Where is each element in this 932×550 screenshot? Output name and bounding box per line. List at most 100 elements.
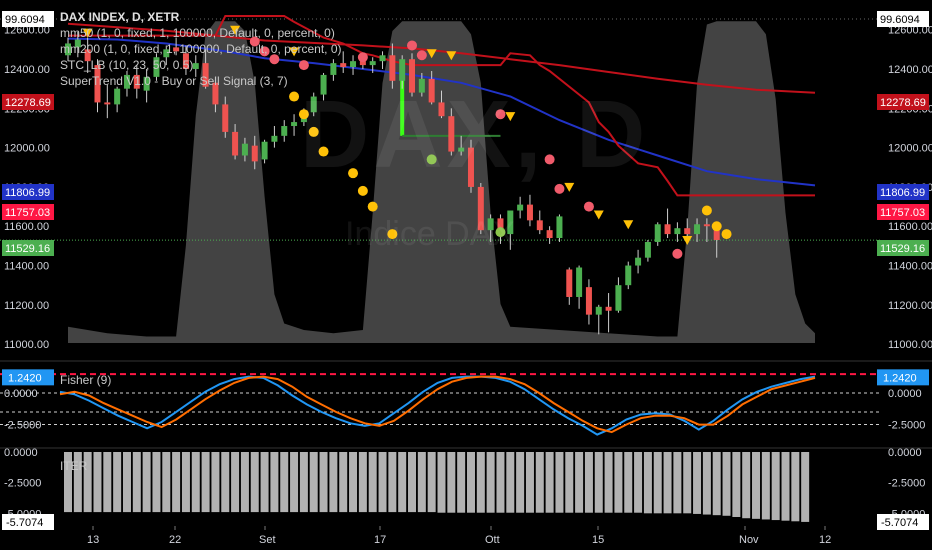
sell-signal-dot: [249, 36, 260, 47]
iter-bar: [201, 452, 210, 513]
candle-body: [566, 269, 573, 297]
fisher-tick-left: -2.5000: [4, 420, 41, 432]
sell-signal-dot: [407, 40, 418, 51]
candle-body: [438, 102, 445, 117]
buy-signal-dot: [701, 205, 712, 216]
price-label-box: [2, 240, 54, 256]
iter-bar: [693, 452, 702, 514]
iter-bar: [260, 452, 269, 513]
iter-tick-left: -2.5000: [4, 478, 41, 490]
price-label: 11529.16: [5, 243, 50, 255]
candle-body: [674, 228, 681, 235]
candle-body: [359, 61, 366, 66]
buy-signal-dot: [318, 146, 329, 157]
price-label: 99.6094: [5, 14, 45, 26]
fisher-value-box: [877, 369, 929, 386]
study-mm50[interactable]: mm50 (1, 0, fixed, 1, 100000, Default, 0…: [60, 26, 335, 40]
candle-body: [241, 143, 248, 156]
price-label: 11757.03: [880, 207, 925, 219]
study-supertrend[interactable]: SuperTrend V1.0 - Buy or Sell Signal (3,…: [60, 74, 288, 88]
y-tick-label-right: 11600.00: [888, 221, 932, 233]
sell-signal-triangle: [682, 235, 693, 245]
trigger-line: [59, 375, 816, 434]
iter-bar: [73, 452, 82, 513]
buy-signal-dot: [367, 201, 378, 212]
iter-bar: [545, 452, 554, 513]
candle-body: [94, 65, 101, 103]
price-label: 11757.03: [5, 207, 50, 219]
sell-signal-dot: [495, 109, 506, 120]
candle-body: [192, 63, 199, 70]
sell-signal-triangle: [623, 220, 634, 230]
iter-bar: [358, 452, 367, 513]
iter-bar: [290, 452, 299, 513]
iter-bar: [643, 452, 652, 514]
sell-signal-dot: [583, 201, 594, 212]
sell-signal-dot: [259, 46, 270, 57]
iter-bar: [408, 452, 417, 513]
price-label-box: [877, 204, 929, 220]
candle-body: [291, 122, 298, 127]
candle-body: [526, 204, 533, 221]
candle-body: [487, 218, 494, 231]
candle-body: [271, 135, 278, 142]
candle-body: [340, 63, 347, 68]
iter-bar: [427, 452, 436, 513]
candle-body: [163, 49, 170, 58]
buy-signal-dot: [348, 168, 359, 179]
iter-bar: [240, 452, 249, 513]
y-tick-label-left: 11000.00: [4, 339, 49, 351]
iter-legend[interactable]: ITER: [60, 459, 88, 473]
study-stc[interactable]: STC_LB (10, 23, 50, 0.5): [60, 58, 194, 72]
buy-signal-dot: [426, 154, 437, 165]
candle-body: [153, 57, 160, 77]
candle-body: [546, 230, 553, 239]
iter-bar: [270, 452, 279, 513]
y-tick-label-right: 11400.00: [888, 261, 932, 273]
iter-bar: [614, 452, 623, 513]
iter-bar: [309, 452, 318, 513]
iter-value-box: [2, 514, 54, 530]
fisher-value: 1.2420: [8, 372, 42, 384]
study-mm200[interactable]: mm200 (1, 0, fixed, 1, 100000, Default, …: [60, 42, 342, 56]
candle-body: [123, 74, 130, 89]
fisher-value-box: [2, 369, 54, 386]
candle-body: [635, 257, 642, 266]
candle-body: [576, 267, 583, 297]
iter-bar: [113, 452, 122, 513]
candle-body: [202, 63, 209, 87]
symbol-watermark: DAX, D: [300, 81, 650, 188]
iter-bar: [486, 452, 495, 513]
candle-body: [369, 61, 376, 66]
candle-body: [409, 59, 416, 93]
iter-bar: [742, 452, 751, 519]
buy-signal-dot: [387, 229, 398, 240]
iter-bar: [142, 452, 151, 513]
iter-bar: [64, 452, 72, 513]
iter-bar: [565, 452, 574, 513]
candle-body: [114, 88, 121, 105]
y-tick-label-right: 12600.00: [888, 25, 932, 37]
iter-bar: [761, 452, 770, 520]
y-tick-label-left: 12400.00: [4, 64, 50, 76]
y-tick-label-left: 11400.00: [4, 261, 49, 273]
buy-signal-dot: [308, 126, 319, 137]
iter-bar: [722, 452, 731, 516]
candle-body: [694, 224, 701, 235]
candle-body: [585, 287, 592, 315]
iter-bar: [329, 452, 338, 513]
legend: DAX INDEX, D, XETR mm50 (1, 0, fixed, 1,…: [60, 9, 342, 89]
price-label: 11806.99: [880, 187, 925, 199]
sell-signal-dot: [298, 60, 309, 71]
iter-bar: [791, 452, 800, 522]
candle-body: [625, 265, 632, 286]
candle-body: [330, 63, 337, 75]
candle-body: [232, 131, 239, 156]
candle-body: [84, 49, 91, 62]
iter-bar: [368, 452, 377, 513]
iter-value: -5.7074: [6, 517, 43, 529]
iter-bar: [673, 452, 682, 514]
fisher-legend[interactable]: Fisher (9): [60, 373, 112, 387]
iter-bar: [299, 452, 308, 513]
